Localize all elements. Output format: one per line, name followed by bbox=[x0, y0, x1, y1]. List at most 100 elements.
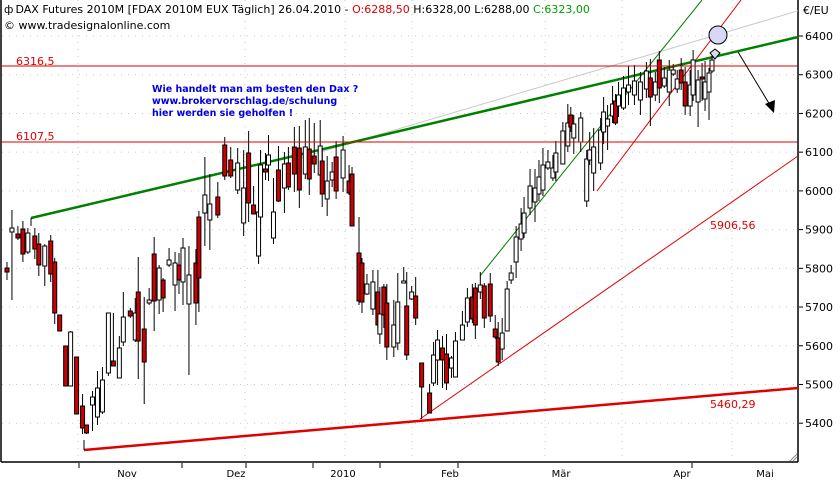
candle-bullish bbox=[540, 164, 546, 191]
candle-bullish bbox=[258, 164, 264, 218]
candle-bearish bbox=[63, 345, 69, 387]
annotation-text: Wie handelt man am besten den Dax ? www.… bbox=[152, 84, 358, 120]
candle-bearish bbox=[613, 100, 619, 124]
candle-bullish bbox=[584, 158, 590, 202]
low-value: L:6288,00 bbox=[474, 3, 530, 16]
x-tick-label: Mär bbox=[552, 469, 572, 480]
annotation-line-2: www.brokervorschlag.de/schulung bbox=[152, 96, 338, 107]
candle-bullish bbox=[9, 227, 15, 233]
candle-bullish bbox=[532, 187, 538, 203]
candlestick-icon: ф bbox=[4, 3, 14, 16]
candle-bullish bbox=[553, 152, 559, 173]
candle-bearish bbox=[349, 173, 355, 227]
candle-bullish bbox=[180, 247, 186, 283]
candle-bullish bbox=[513, 236, 519, 263]
candle-bullish bbox=[391, 324, 397, 348]
candle-bullish bbox=[68, 331, 74, 387]
candle-bullish bbox=[643, 70, 649, 90]
candle-bullish bbox=[637, 81, 643, 101]
candle-bullish bbox=[661, 77, 667, 87]
candle-bearish bbox=[151, 253, 157, 302]
candle-bearish bbox=[444, 353, 449, 384]
candle-bearish bbox=[4, 267, 10, 273]
candle-bearish bbox=[74, 356, 80, 415]
x-tick-label: Feb bbox=[441, 469, 459, 480]
candle-bullish bbox=[409, 291, 415, 300]
candle-bullish bbox=[625, 84, 631, 93]
candle-bearish bbox=[381, 286, 387, 316]
candle-bullish bbox=[601, 111, 607, 133]
candle-bullish bbox=[401, 280, 407, 284]
level-label-channel: 5906,56 bbox=[710, 219, 756, 232]
candle-bullish bbox=[256, 211, 262, 257]
candle-bearish bbox=[427, 392, 433, 414]
chart-title: DAX Futures 2010M [FDAX 2010M EUX Täglic… bbox=[15, 3, 353, 16]
level-label-upper: 6316,5 bbox=[16, 55, 55, 68]
annotation-line-3: hier werden sie geholfen ! bbox=[152, 108, 294, 119]
candle-bullish bbox=[690, 59, 696, 96]
candle-bearish bbox=[359, 262, 365, 303]
candle-bullish bbox=[587, 149, 593, 161]
candle-bearish bbox=[285, 162, 291, 188]
y-tick-label: 5900 bbox=[805, 224, 833, 237]
resize-grip-icon[interactable] bbox=[789, 453, 798, 462]
candle-bullish bbox=[670, 69, 676, 75]
candle-bullish bbox=[499, 332, 505, 350]
y-tick-label: 6300 bbox=[805, 69, 833, 82]
candle-bullish bbox=[281, 163, 287, 189]
candle-bearish bbox=[52, 261, 58, 314]
candle-bullish bbox=[477, 284, 483, 293]
candle-bullish bbox=[621, 87, 626, 109]
candle-bearish bbox=[656, 59, 662, 89]
candle-bearish bbox=[80, 405, 86, 429]
chart-header: ф DAX Futures 2010M [FDAX 2010M EUX Tägl… bbox=[4, 3, 590, 16]
highlight-circle-large bbox=[708, 25, 728, 45]
candle-bearish bbox=[333, 156, 339, 192]
candle-bearish bbox=[141, 328, 147, 363]
candle-bearish bbox=[196, 216, 202, 279]
red-channel-lower bbox=[419, 155, 799, 420]
x-tick-label: Mai bbox=[756, 469, 774, 480]
candle-bullish bbox=[702, 81, 708, 100]
candle-bullish bbox=[266, 154, 272, 166]
candle-bullish bbox=[156, 267, 162, 301]
high-value: H:6328,00 bbox=[413, 3, 471, 16]
candle-bearish bbox=[291, 146, 297, 175]
candle-bullish bbox=[90, 396, 95, 406]
candle-bearish bbox=[404, 305, 410, 356]
candle-bearish bbox=[306, 148, 312, 180]
candle-bullish bbox=[536, 176, 542, 195]
x-tick-label: Nov bbox=[117, 469, 137, 480]
candle-bearish bbox=[440, 347, 446, 361]
candle-bullish bbox=[598, 129, 604, 164]
y-tick-label: 5400 bbox=[805, 417, 833, 430]
candle-bullish bbox=[605, 118, 611, 127]
candle-bearish bbox=[48, 240, 54, 275]
candle-bullish bbox=[435, 339, 441, 361]
candle-bullish bbox=[571, 123, 577, 139]
candle-bullish bbox=[340, 149, 346, 179]
candle-bullish bbox=[99, 379, 105, 413]
candle-bullish bbox=[116, 347, 122, 379]
open-value: O:6288,50 bbox=[352, 3, 410, 16]
candle-bullish bbox=[207, 203, 213, 221]
candle-bearish bbox=[492, 328, 498, 338]
candle-bearish bbox=[110, 360, 116, 367]
annotation-line-1: Wie handelt man am besten den Dax ? bbox=[152, 84, 359, 95]
candle-bullish bbox=[25, 232, 31, 253]
candle-bullish bbox=[560, 130, 566, 165]
candle-bullish bbox=[235, 162, 241, 191]
highlight-circle-small bbox=[709, 48, 721, 60]
candle-bearish bbox=[296, 147, 302, 191]
candle-bearish bbox=[699, 76, 705, 80]
candle-bearish bbox=[57, 314, 63, 332]
candle-bearish bbox=[275, 169, 281, 202]
candle-bullish bbox=[186, 274, 192, 305]
y-tick-label: 6200 bbox=[805, 107, 833, 120]
candle-bearish bbox=[215, 196, 221, 216]
y-axis: 5400 5500 5600 5700 5800 5900 6000 6100 6200 6300… bbox=[799, 30, 833, 430]
candle-bearish bbox=[84, 424, 90, 434]
x-tick-label: Apr bbox=[673, 469, 691, 480]
candle-bullish bbox=[364, 283, 370, 295]
candle-bullish bbox=[591, 146, 597, 174]
